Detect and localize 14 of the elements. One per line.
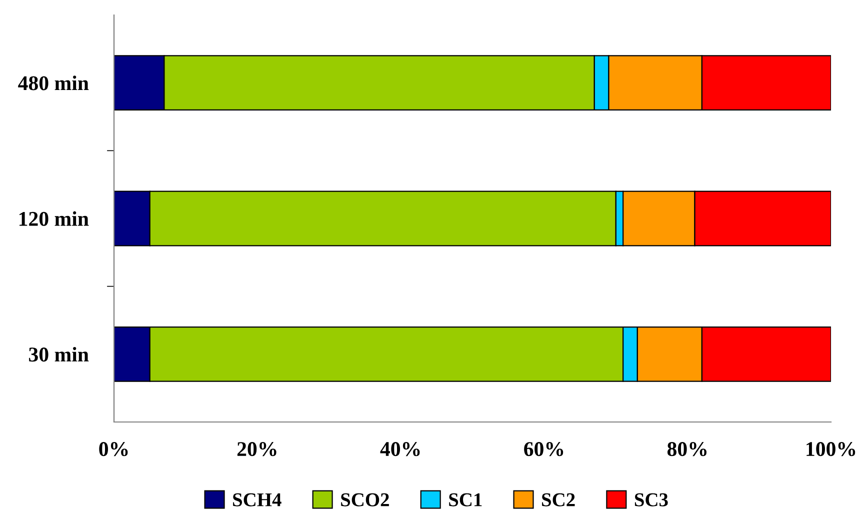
legend-label: SC2 [542,493,575,506]
legend-label: SCO2 [341,493,389,506]
x-tick-label: 20% [237,442,276,456]
y-tick-label: 30 min [29,346,89,362]
x-tick-label: 40% [380,442,420,456]
x-tick-label: 60% [524,442,564,456]
legend-label: SC1 [449,493,482,506]
x-tick-label: 100% [806,442,856,456]
x-tick-label: 0% [99,442,128,456]
legend-label: SC3 [634,493,668,506]
legend-label: SCH4 [233,493,282,506]
x-tick-label: 80% [667,442,706,456]
y-tick-label: 120 min [19,211,89,226]
y-tick-label: 480 min [18,76,89,90]
